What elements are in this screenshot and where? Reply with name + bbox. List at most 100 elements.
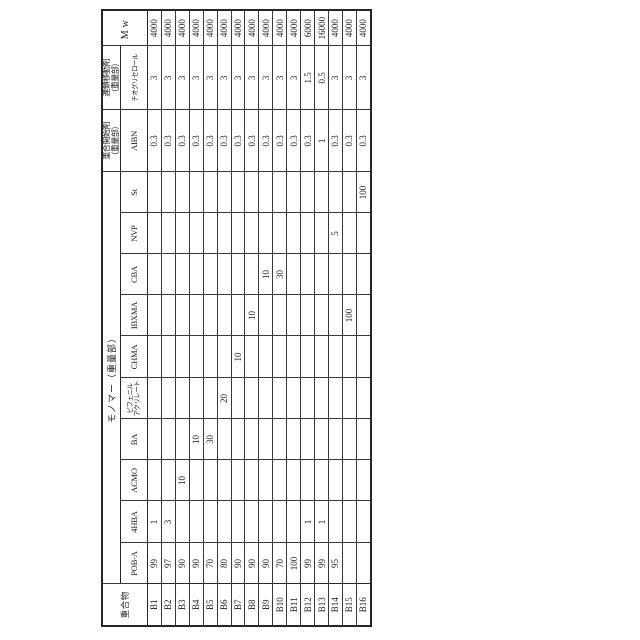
value-cell — [286, 171, 301, 213]
value-cell — [203, 213, 218, 254]
header-ba: BA — [120, 419, 148, 460]
table-row: B3 90 10 0.3 3 4000 — [175, 9, 190, 626]
header-chain-transfer-group: 連鎖移動剤 （重量部） — [102, 45, 121, 110]
value-cell: 1.5 — [300, 45, 315, 110]
value-cell — [231, 501, 245, 543]
value-cell — [272, 295, 287, 336]
value-cell — [147, 336, 162, 378]
value-cell — [272, 460, 287, 501]
value-cell — [203, 501, 218, 543]
value-cell — [161, 213, 176, 254]
value-cell — [217, 295, 232, 336]
value-cell — [217, 213, 232, 254]
value-cell — [272, 419, 287, 460]
header-acmo: ACMO — [120, 460, 148, 501]
row-label: B9 — [258, 584, 273, 626]
value-cell: 70 — [203, 543, 218, 584]
value-cell: 4000 — [175, 9, 190, 46]
value-cell: 4000 — [286, 9, 301, 46]
value-cell — [203, 295, 218, 336]
table-row: B9 90 10 0.3 3 4000 — [258, 9, 273, 626]
value-cell: 0.3 — [175, 109, 190, 172]
value-cell — [300, 295, 315, 336]
value-cell — [231, 378, 245, 419]
value-cell — [314, 378, 329, 419]
value-cell: 3 — [328, 45, 343, 110]
value-cell — [231, 419, 245, 460]
value-cell — [231, 254, 245, 295]
table-row: B6 80 20 0.3 3 4000 — [217, 9, 232, 626]
row-label: B10 — [272, 584, 287, 626]
header-biphenyl-acrylate-line1: ビフェニル — [126, 383, 134, 414]
value-cell — [175, 171, 190, 213]
value-cell: 3 — [161, 45, 176, 110]
value-cell: 0.3 — [342, 109, 357, 172]
value-cell — [258, 171, 273, 213]
sub-header-row: POB-A 4HBA ACMO BA ビフェニル アクリレート CHMA IBX… — [120, 10, 148, 626]
value-cell — [356, 295, 371, 336]
value-cell — [217, 501, 232, 543]
value-cell: 3 — [231, 45, 245, 110]
value-cell: 0.3 — [161, 109, 176, 172]
value-cell: 0.3 — [189, 109, 204, 172]
value-cell: 10 — [189, 419, 204, 460]
value-cell — [217, 254, 232, 295]
table-row: B7 90 10 0.3 3 4000 — [231, 9, 245, 626]
value-cell — [314, 460, 329, 501]
value-cell — [286, 295, 301, 336]
value-cell: 99 — [147, 543, 162, 584]
value-cell — [244, 378, 259, 419]
value-cell — [203, 254, 218, 295]
value-cell — [328, 336, 343, 378]
value-cell: 4000 — [272, 9, 287, 46]
value-cell — [258, 336, 273, 378]
header-aibn: AIBN — [120, 109, 148, 172]
table-row: B1 99 1 0.3 3 4000 — [147, 9, 162, 626]
value-cell: 3 — [175, 45, 190, 110]
value-cell — [175, 378, 190, 419]
row-label: B7 — [231, 584, 245, 626]
value-cell: 0.3 — [203, 109, 218, 172]
value-cell — [272, 171, 287, 213]
composition-table: 重合物 モノマー（重量部） 重合開始剤 （重量部） 連鎖移動剤 （重量部） Mw… — [101, 8, 372, 627]
value-cell — [328, 254, 343, 295]
value-cell: 90 — [189, 543, 204, 584]
value-cell — [189, 501, 204, 543]
value-cell: 3 — [286, 45, 301, 110]
row-label: B12 — [300, 584, 315, 626]
value-cell — [147, 419, 162, 460]
value-cell — [286, 501, 301, 543]
table-row: B14 95 5 0.3 3 4000 — [328, 9, 343, 626]
value-cell — [217, 336, 232, 378]
value-cell: 3 — [272, 45, 287, 110]
value-cell — [175, 295, 190, 336]
value-cell — [189, 213, 204, 254]
table-row: B8 90 10 0.3 3 4000 — [244, 9, 259, 626]
value-cell — [356, 378, 371, 419]
group-header-row: 重合物 モノマー（重量部） 重合開始剤 （重量部） 連鎖移動剤 （重量部） Mw — [102, 9, 148, 626]
row-label: B1 — [147, 584, 162, 626]
value-cell — [300, 254, 315, 295]
value-cell — [300, 171, 315, 213]
value-cell: 4000 — [147, 9, 162, 46]
value-cell — [272, 501, 287, 543]
value-cell: 80 — [217, 543, 232, 584]
value-cell: 0.3 — [244, 109, 259, 172]
value-cell — [342, 543, 357, 584]
header-biphenyl-acrylate-line2: アクリレート — [134, 380, 141, 417]
table-row: B10 70 30 0.3 3 4000 — [272, 9, 287, 626]
table-row: B13 99 1 1 0.5 16000 — [314, 9, 329, 626]
value-cell — [189, 171, 204, 213]
header-pob-a: POB-A — [120, 543, 148, 584]
value-cell — [342, 171, 357, 213]
value-cell: 4000 — [342, 9, 357, 46]
value-cell — [342, 501, 357, 543]
value-cell — [314, 171, 329, 213]
value-cell — [272, 213, 287, 254]
value-cell: 97 — [161, 543, 176, 584]
value-cell: 4000 — [328, 9, 343, 46]
value-cell: 10 — [175, 460, 190, 501]
value-cell — [189, 460, 204, 501]
value-cell — [314, 213, 329, 254]
header-chma: CHMA — [120, 336, 148, 378]
